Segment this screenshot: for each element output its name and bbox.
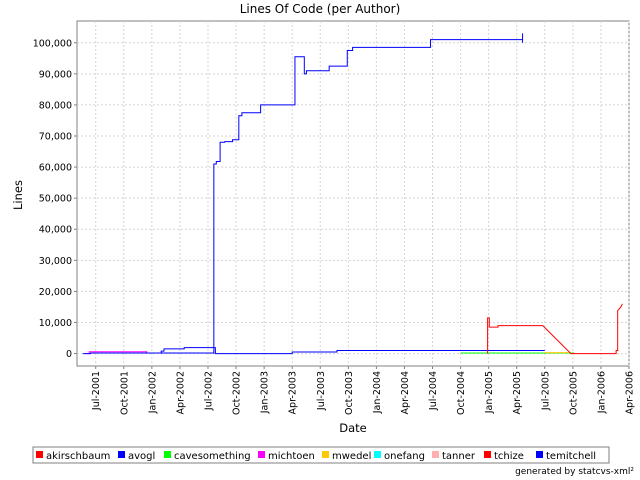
x-tick-label: Jul-2002 [203,371,214,411]
legend-swatch-mwedel [322,451,329,458]
y-tick-label: 40,000 [39,225,72,236]
x-tick-label: Apr-2005 [512,371,523,414]
y-axis-title: Lines [11,180,25,210]
x-axis-title: Date [339,421,367,435]
legend-label-avogl: avogl [128,451,155,462]
plot-border [76,20,630,367]
x-tick-label: Oct-2005 [568,371,579,415]
x-tick-label: Jan-2003 [260,371,271,414]
x-tick-label: Apr-2003 [288,371,299,414]
y-tick-label: 20,000 [39,287,72,298]
legend-swatch-cavesomething [164,451,171,458]
legend-swatch-tanner [432,451,439,458]
legend-label-onefang: onefang [384,451,425,462]
chart-title: Lines Of Code (per Author) [240,2,401,16]
x-tick-label: Jul-2005 [540,371,551,411]
legend-label-cavesomething: cavesomething [174,451,251,462]
legend-label-akirschbaum: akirschbaum [46,451,110,462]
series-lines [82,33,623,355]
x-tick-label: Oct-2002 [232,371,243,415]
x-tick-label: Jan-2005 [484,371,495,414]
legend-swatch-tchize [484,451,491,458]
y-tick-label: 50,000 [39,194,72,205]
y-tick-labels: 0 10,000 20,000 30,000 40,000 50,000 60,000 70,… [33,38,77,360]
legend: akirschbaum avogl cavesomething michtoen mwe… [32,446,610,464]
legend-box [32,446,610,464]
x-tick-label: Jul-2004 [428,371,439,411]
series-line-tchize [487,303,623,355]
y-tick-label: 60,000 [39,163,72,174]
legend-label-tchize: tchize [494,451,524,462]
plot-area [76,20,630,367]
x-tick-labels: Jul-2001 Oct-2001 Jan-2002 Apr-2002 Jul-2002… [91,366,636,415]
x-tick-label: Jan-2004 [372,371,383,414]
footer-text: generated by statcvs-xml² [515,467,634,477]
x-tick-label: Jul-2003 [316,371,327,411]
x-tick-label: Jul-2001 [91,371,102,411]
x-tick-label: Jan-2002 [147,371,158,414]
y-tick-label: 70,000 [39,132,72,143]
y-tick-label: 90,000 [39,69,72,80]
grid [77,21,630,366]
legend-swatch-michtoen [258,451,265,458]
y-tick-label: 10,000 [39,318,72,329]
x-tick-label: Apr-2006 [625,371,636,414]
x-tick-label: Oct-2003 [344,371,355,415]
x-tick-label: Apr-2002 [175,371,186,414]
x-tick-label: Oct-2004 [456,371,467,415]
legend-swatch-temitchell [536,451,543,458]
x-tick-label: Oct-2001 [119,371,130,415]
legend-swatch-onefang [374,451,381,458]
legend-label-tanner: tanner [442,451,476,462]
y-tick-label: 100,000 [33,38,72,49]
legend-label-temitchell: temitchell [546,451,596,462]
x-tick-label: Jan-2006 [596,371,607,414]
legend-label-mwedel: mwedel [332,451,371,462]
y-tick-label: 80,000 [39,100,72,111]
legend-swatch-avogl [118,451,125,458]
y-tick-label: 30,000 [39,256,72,267]
legend-label-michtoen: michtoen [268,451,315,462]
x-tick-label: Apr-2004 [400,371,411,414]
y-tick-label: 0 [66,349,72,360]
series-line-avogl [160,347,545,355]
legend-swatch-akirschbaum [36,451,43,458]
series-line-temitchell [82,33,524,355]
